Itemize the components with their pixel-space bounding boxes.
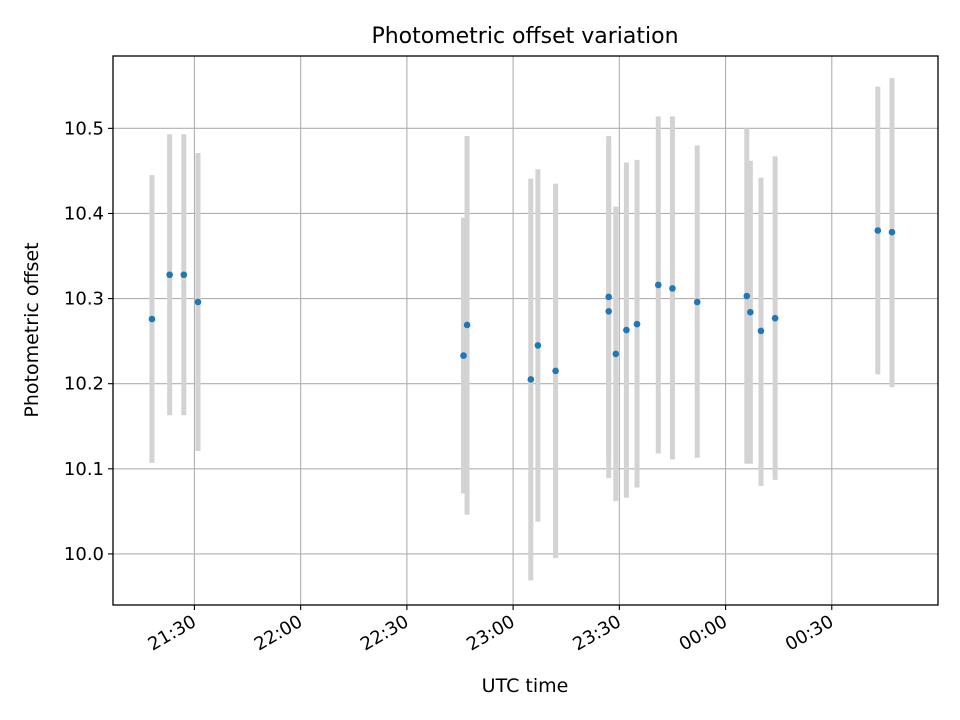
y-tick-label: 10.3 — [64, 289, 104, 310]
data-point — [669, 285, 676, 292]
y-tick-label: 10.2 — [64, 374, 104, 395]
x-axis-label: UTC time — [482, 675, 569, 697]
data-point — [874, 227, 882, 234]
data-point — [654, 281, 662, 289]
data-point — [552, 367, 559, 375]
data-point — [757, 327, 765, 335]
data-point — [534, 342, 542, 349]
y-tick-label: 10.5 — [64, 118, 104, 139]
data-point — [633, 320, 641, 328]
data-point — [194, 298, 202, 306]
data-point — [527, 376, 535, 383]
y-tick-label: 10.0 — [64, 544, 104, 565]
data-point — [166, 271, 173, 279]
data-point — [693, 298, 701, 306]
data-points — [148, 227, 896, 383]
y-tick-label: 10.1 — [64, 459, 104, 480]
y-tick-label: 10.4 — [64, 203, 104, 224]
y-axis-label: Photometric offset — [21, 242, 43, 417]
data-point — [612, 350, 620, 358]
grid — [113, 56, 938, 605]
data-point — [180, 271, 188, 279]
data-point — [460, 352, 467, 359]
data-point — [747, 308, 754, 316]
chart-title: Photometric offset variation — [371, 24, 678, 49]
data-point — [623, 326, 630, 334]
plot-frame — [112, 55, 939, 606]
data-point — [148, 315, 156, 323]
data-point — [605, 308, 613, 315]
data-point — [888, 228, 896, 236]
data-point — [743, 292, 751, 300]
data-point — [463, 321, 471, 329]
data-point — [605, 293, 613, 301]
data-point — [771, 314, 779, 322]
y-axis: 10.0 10.1 10.2 10.3 10.4 10.5 — [64, 118, 113, 565]
